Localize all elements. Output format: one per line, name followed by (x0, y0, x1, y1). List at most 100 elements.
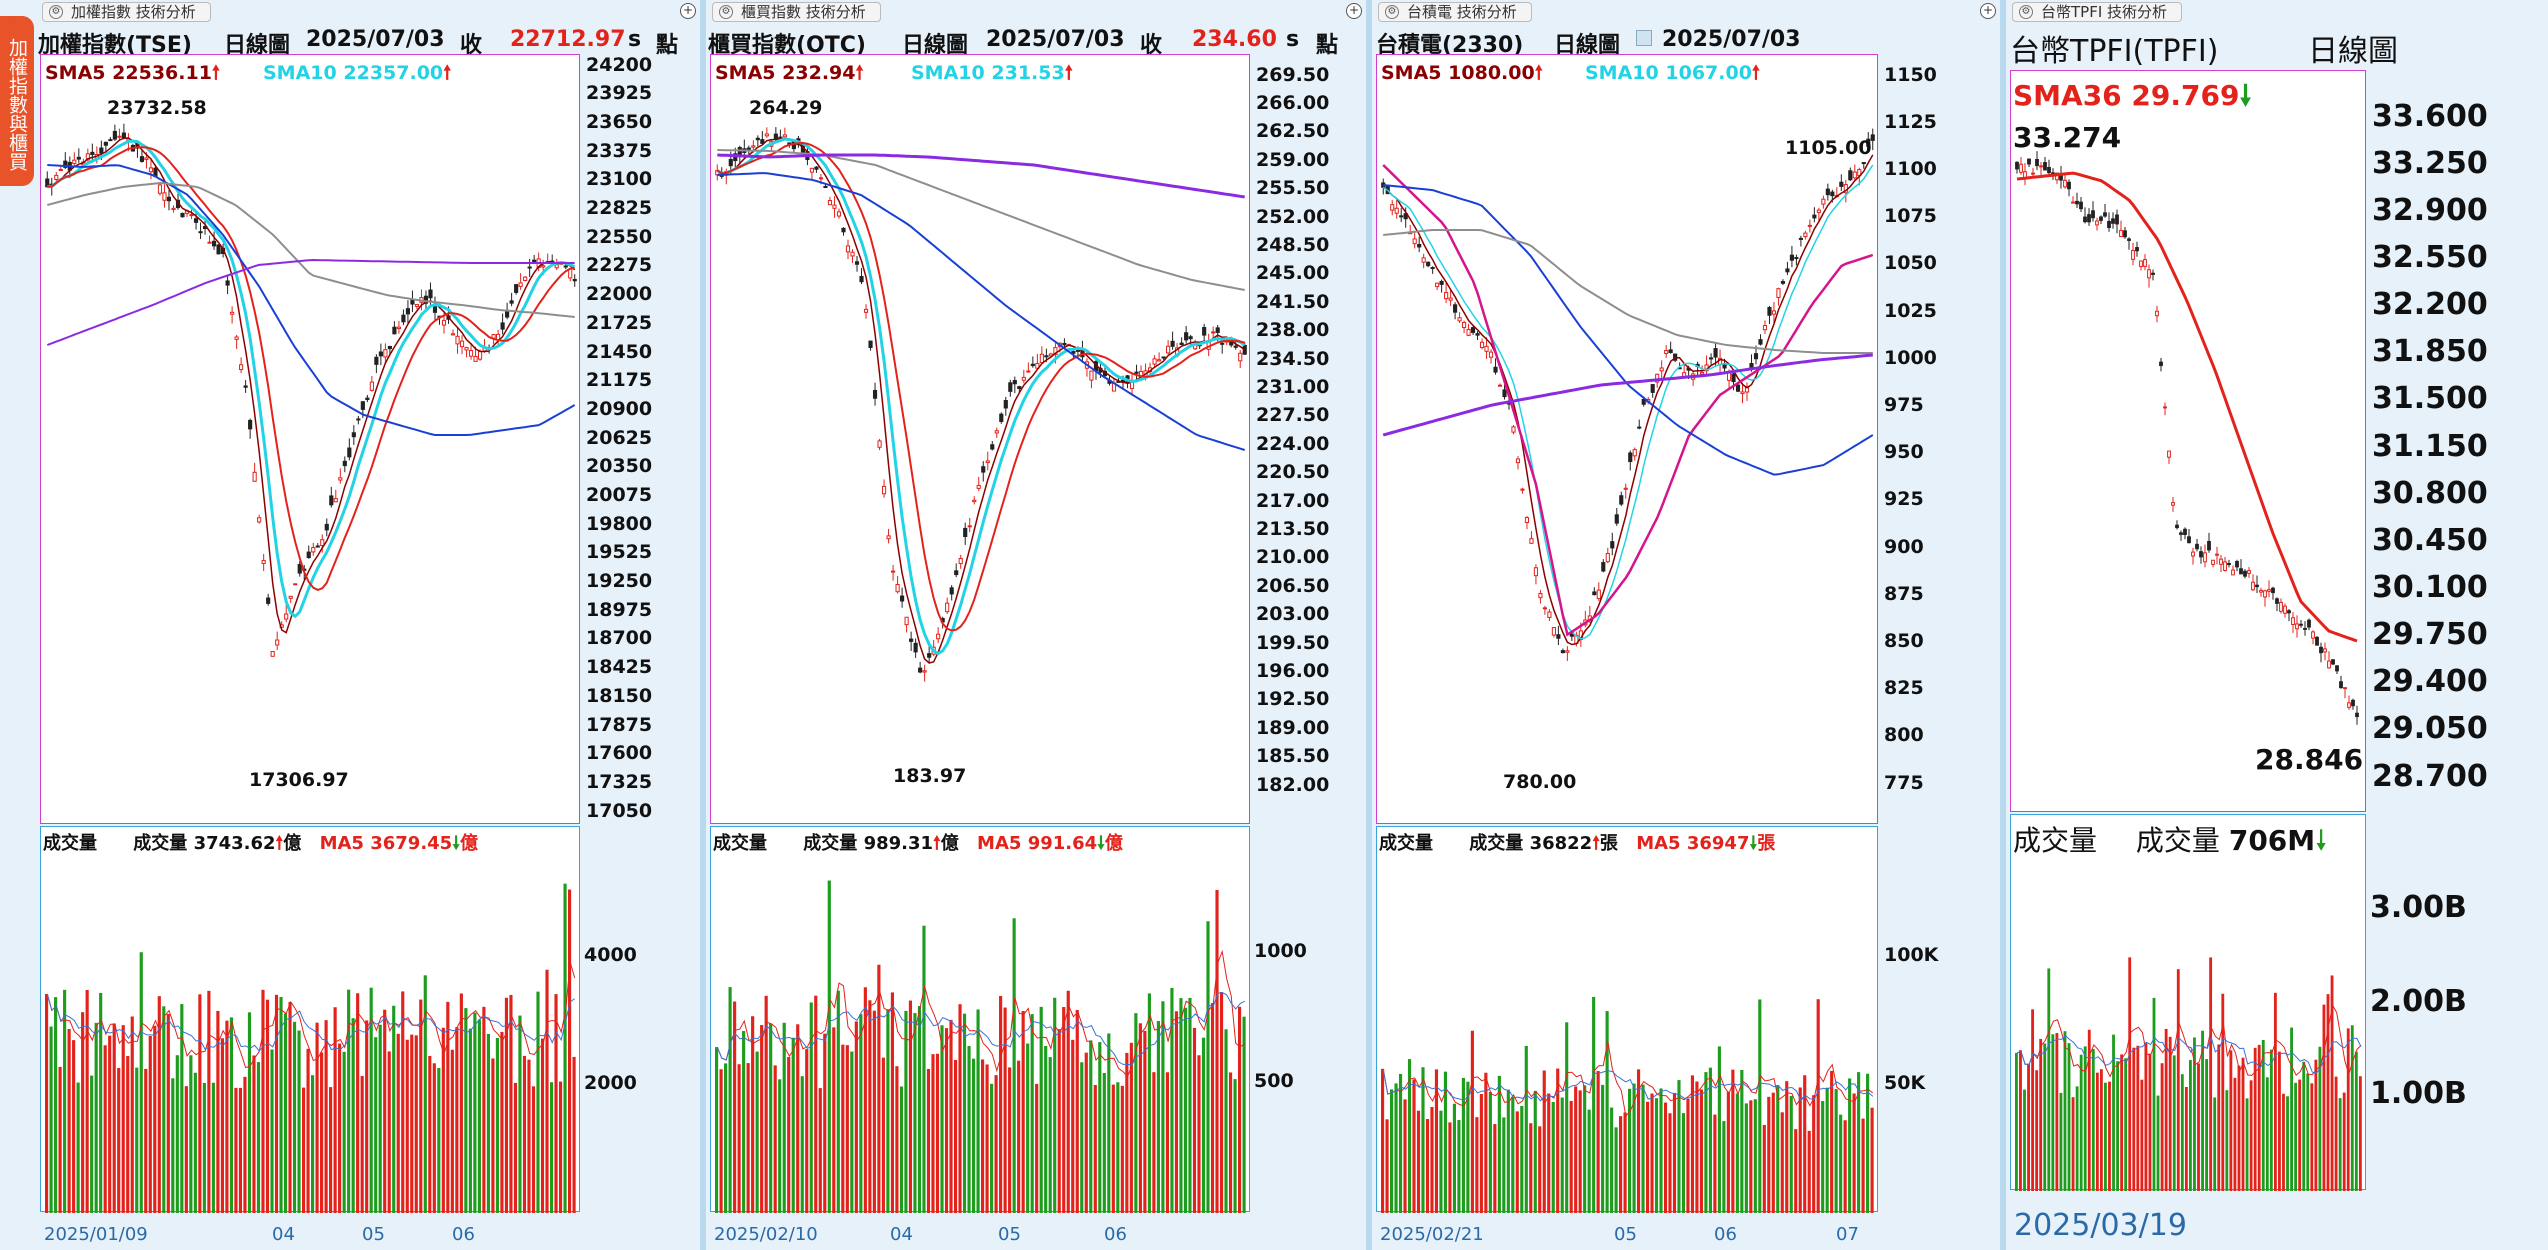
ma-purple-line (717, 153, 1245, 199)
volume-bar (755, 1051, 759, 1213)
volume-bar (2241, 1057, 2245, 1191)
zoom-icon[interactable]: + (1980, 3, 1996, 19)
volume-bar (2047, 968, 2051, 1191)
side-tab[interactable]: 加權指數與櫃買 (0, 16, 34, 186)
volume-bar (1583, 1085, 1587, 1213)
y-axis-tick: 22275 (586, 254, 653, 277)
candle-body (459, 340, 465, 348)
price-chart[interactable]: SMA5 22536.11🠕 SMA10 22357.00🠕 23732.58 … (40, 54, 580, 824)
volume-legend: 成交量 成交量 706M🠗 (2013, 819, 2327, 868)
panel-divider[interactable] (2000, 0, 2006, 1250)
candle-body (2351, 699, 2355, 707)
candle-body (2035, 158, 2039, 167)
volume-bar (1843, 1120, 1847, 1213)
volume-bar (1816, 999, 1820, 1213)
candle-body (2231, 569, 2235, 576)
gear-icon[interactable]: ⚙ (719, 5, 733, 19)
candle-body (1542, 607, 1547, 610)
candle-body (2071, 201, 2075, 204)
panel-divider[interactable] (1366, 0, 1372, 1250)
volume-bar (175, 1055, 179, 1213)
candle-body (2191, 551, 2195, 557)
candle-body (1071, 351, 1076, 354)
volume-bar (1452, 1103, 1456, 1213)
candle-body (441, 319, 447, 326)
volume-bar (193, 1072, 197, 1213)
period-label[interactable]: 日線圖 (902, 33, 969, 58)
period-label[interactable]: 日線圖 (2308, 34, 2398, 69)
price-chart[interactable]: SMA5 232.94🠕 SMA10 231.53🠕 264.29 183.97 (710, 54, 1250, 824)
candle-body (1008, 382, 1013, 392)
y-axis-tick: 1025 (1884, 299, 1937, 322)
high-annotation: 33.274 (2013, 121, 2122, 154)
volume-bar (1152, 1072, 1156, 1213)
candle-body (63, 160, 68, 168)
y-axis-tick: 31.500 (2372, 381, 2488, 417)
volume-bar (67, 1029, 71, 1213)
gear-icon[interactable]: ⚙ (1385, 5, 1399, 19)
volume-bar (715, 1047, 719, 1213)
y-axis-tick: 875 (1884, 582, 1924, 605)
collapse-arrow-icon[interactable] (10, 16, 24, 25)
candle-body (500, 322, 505, 330)
candle-body (1152, 358, 1157, 365)
sma10-value: 231.53 (991, 62, 1065, 84)
price-chart[interactable]: SMA36 29.769🠗 33.274 28.846 (2010, 70, 2366, 812)
sma36-label: SMA36 (2013, 79, 2122, 112)
gear-icon[interactable]: ⚙ (49, 5, 63, 19)
volume-bar (1753, 1099, 1757, 1213)
candle-body (954, 570, 959, 576)
volume-chart[interactable]: 成交量 成交量 989.31🠕億 MA5 991.64🠗億 (710, 826, 1250, 1213)
volume-label: 成交量 (1379, 833, 1433, 854)
candle-body (1188, 336, 1193, 340)
volume-bar (103, 1045, 107, 1213)
volume-bar (1547, 1093, 1551, 1213)
volume-bar (2354, 1051, 2358, 1191)
candle-body (252, 471, 257, 482)
gear-icon[interactable]: ⚙ (2019, 5, 2033, 19)
y-axis-tick: 192.50 (1256, 688, 1330, 711)
volume-chart[interactable]: 成交量 成交量 706M🠗 (2010, 814, 2366, 1191)
period-label[interactable]: 日線圖 (224, 33, 291, 58)
candle-body (1412, 238, 1417, 245)
vol-ma-label: MA5 (319, 833, 364, 854)
candle-body (1803, 232, 1808, 237)
tab-technical-analysis[interactable]: ⚙ 加權指數 技術分析 (42, 2, 211, 22)
y-axis-tick: 21450 (586, 340, 653, 363)
volume-bar (1677, 1080, 1681, 1213)
tab-technical-analysis[interactable]: ⚙ 台幣TPFI 技術分析 (2012, 2, 2183, 22)
volume-chart[interactable]: 成交量 成交量 3743.62🠕億 MA5 3679.45🠗億 (40, 826, 580, 1213)
volume-bar (1134, 1013, 1138, 1213)
zoom-icon[interactable]: + (1346, 3, 1362, 19)
volume-bar (2221, 993, 2225, 1191)
volume-bar (1165, 1072, 1170, 1213)
candle-body (755, 137, 760, 141)
calendar-icon[interactable] (1636, 30, 1652, 46)
price-chart[interactable]: SMA5 1080.00🠕 SMA10 1067.00🠕 1105.00 780… (1376, 54, 1878, 824)
volume-bar (1389, 1089, 1394, 1213)
panel-divider[interactable] (700, 0, 706, 1250)
tab-technical-analysis[interactable]: ⚙ 櫃買指數 技術分析 (712, 2, 881, 22)
volume-chart[interactable]: 成交量 成交量 36822🠕張 MA5 36947🠗張 (1376, 826, 1878, 1213)
candle-body (90, 151, 95, 156)
volume-bar (764, 995, 768, 1213)
candle-body (2063, 179, 2067, 188)
candle-body (2307, 619, 2311, 628)
y-axis-tick: 1050 (1884, 252, 1937, 275)
high-annotation: 264.29 (749, 97, 823, 119)
period-label[interactable]: 日線圖 (1554, 33, 1621, 58)
candle-body (1161, 356, 1166, 359)
volume-bar (926, 1069, 931, 1213)
volume-bar (558, 1081, 563, 1213)
volume-bar (1619, 1116, 1623, 1213)
volume-bar (990, 1083, 994, 1213)
tab-technical-analysis[interactable]: ⚙ 台積電 技術分析 (1378, 2, 1532, 22)
arrow-up-icon: 🠕 (443, 62, 452, 84)
sma5-legend: SMA5 232.94🠕 (715, 59, 864, 91)
volume-bar (202, 1082, 206, 1213)
zoom-icon[interactable]: + (680, 3, 696, 19)
candle-body (1560, 650, 1565, 654)
candle-body (2271, 587, 2275, 594)
volume-bar (2112, 1034, 2115, 1191)
volume-bar (1758, 999, 1762, 1213)
